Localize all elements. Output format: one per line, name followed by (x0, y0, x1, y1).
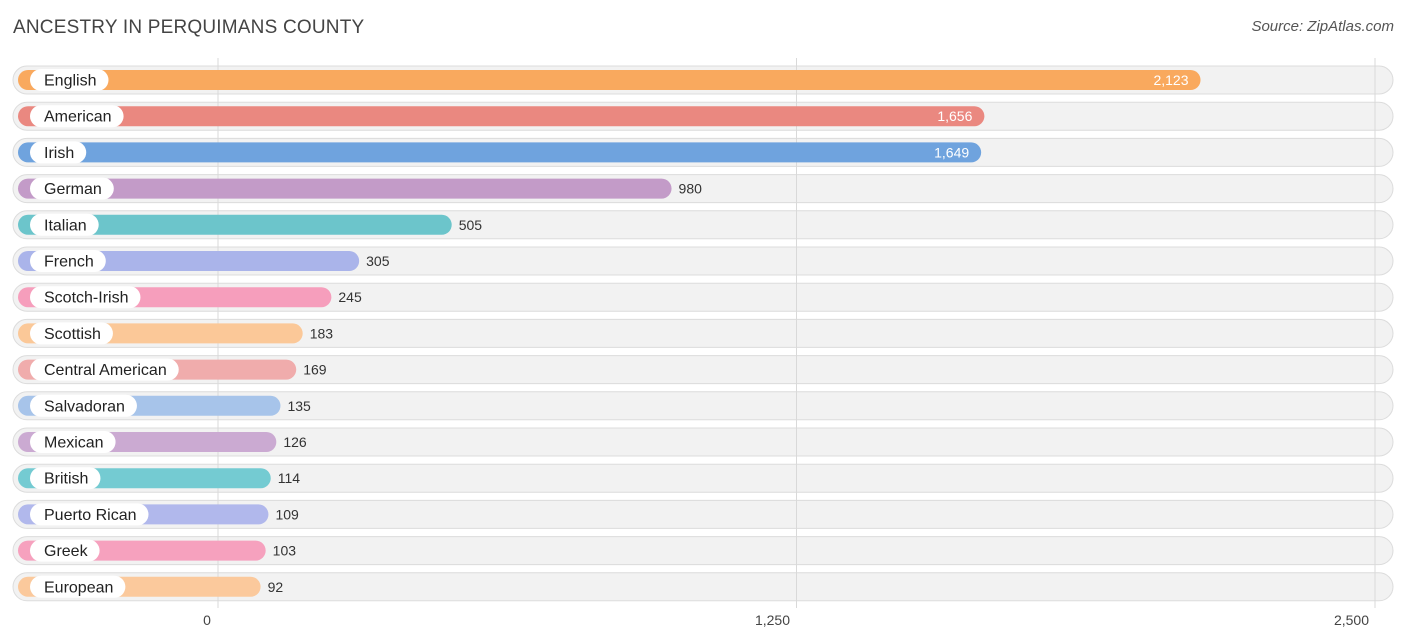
value-label: 245 (338, 289, 362, 305)
value-label: 135 (287, 398, 311, 414)
category-pill (30, 177, 114, 200)
category-pill (30, 358, 179, 381)
category-label: French (44, 254, 94, 271)
category-label: Puerto Rican (44, 507, 137, 524)
category-pill (30, 431, 116, 453)
category-label: British (44, 471, 88, 488)
tick-label: 1,250 (755, 612, 790, 628)
category-pill (30, 105, 124, 128)
category-pill (30, 69, 109, 91)
value-label: 505 (459, 217, 483, 233)
value-label: 103 (273, 543, 297, 559)
category-pill (30, 394, 137, 417)
row-background (12, 463, 1394, 493)
bar-group: Scottish 183 (18, 322, 334, 345)
bar-group: Mexican 126 (18, 431, 307, 453)
value-label: 2,123 (1153, 72, 1188, 88)
bar (18, 142, 982, 163)
bar-group: French 305 (18, 250, 390, 272)
bar-group: European 92 (18, 575, 284, 598)
category-label: Salvadoran (44, 398, 125, 415)
bar-group: Irish 1,649 (18, 141, 982, 164)
row-background (12, 355, 1394, 385)
category-pill (30, 286, 141, 309)
category-label: American (44, 109, 112, 126)
row-background (12, 536, 1394, 566)
bar-group: Greek 103 (18, 539, 297, 562)
row-background (12, 282, 1394, 312)
bar (18, 70, 1201, 90)
category-label: German (44, 181, 102, 198)
category-pill (30, 250, 106, 272)
bar-group: German 980 (18, 177, 703, 200)
bar-group: Salvadoran 135 (18, 394, 311, 417)
value-label: 126 (283, 434, 307, 450)
tick-label: 0 (203, 612, 211, 628)
row-background (12, 499, 1394, 529)
category-label: Irish (44, 145, 74, 162)
category-pill (30, 503, 149, 526)
category-pill (30, 322, 113, 345)
bar (18, 214, 452, 235)
bar-group: British 114 (18, 467, 301, 490)
bar-group: Italian 505 (18, 213, 483, 236)
category-label: Italian (44, 217, 87, 234)
category-pill (30, 467, 101, 490)
category-pill (30, 141, 87, 164)
chart-source: Source: ZipAtlas.com (1251, 18, 1394, 35)
category-pill (30, 213, 99, 236)
bar (18, 178, 672, 199)
bar (18, 106, 985, 127)
category-label: English (44, 73, 96, 90)
category-pill (30, 575, 126, 598)
category-label: Central American (44, 362, 167, 379)
value-label: 305 (366, 253, 390, 269)
row-background (12, 427, 1394, 457)
category-label: European (44, 579, 113, 596)
category-pill (30, 539, 100, 562)
value-label: 980 (679, 181, 703, 197)
chart-title: ANCESTRY IN PERQUIMANS COUNTY (13, 17, 365, 38)
category-label: Scotch-Irish (44, 290, 128, 307)
value-label: 169 (303, 362, 327, 378)
value-label: 109 (275, 506, 299, 522)
row-background (12, 572, 1394, 602)
value-label: 183 (310, 325, 334, 341)
row-background (12, 318, 1394, 348)
row-background (12, 246, 1394, 276)
bar-group: Puerto Rican 109 (18, 503, 299, 526)
value-label: 1,656 (937, 108, 972, 124)
category-label: Greek (44, 543, 89, 560)
category-label: Mexican (44, 435, 104, 452)
tick-label: 2,500 (1334, 612, 1369, 628)
bar-group: Central American 169 (18, 358, 327, 381)
bar-group: English 2,123 (18, 69, 1201, 91)
bar-group: American 1,656 (18, 105, 985, 128)
bar-group: Scotch-Irish 245 (18, 286, 362, 309)
value-label: 114 (278, 470, 301, 486)
category-label: Scottish (44, 326, 101, 343)
value-label: 92 (268, 579, 284, 595)
row-background (12, 391, 1394, 421)
value-label: 1,649 (934, 144, 969, 160)
